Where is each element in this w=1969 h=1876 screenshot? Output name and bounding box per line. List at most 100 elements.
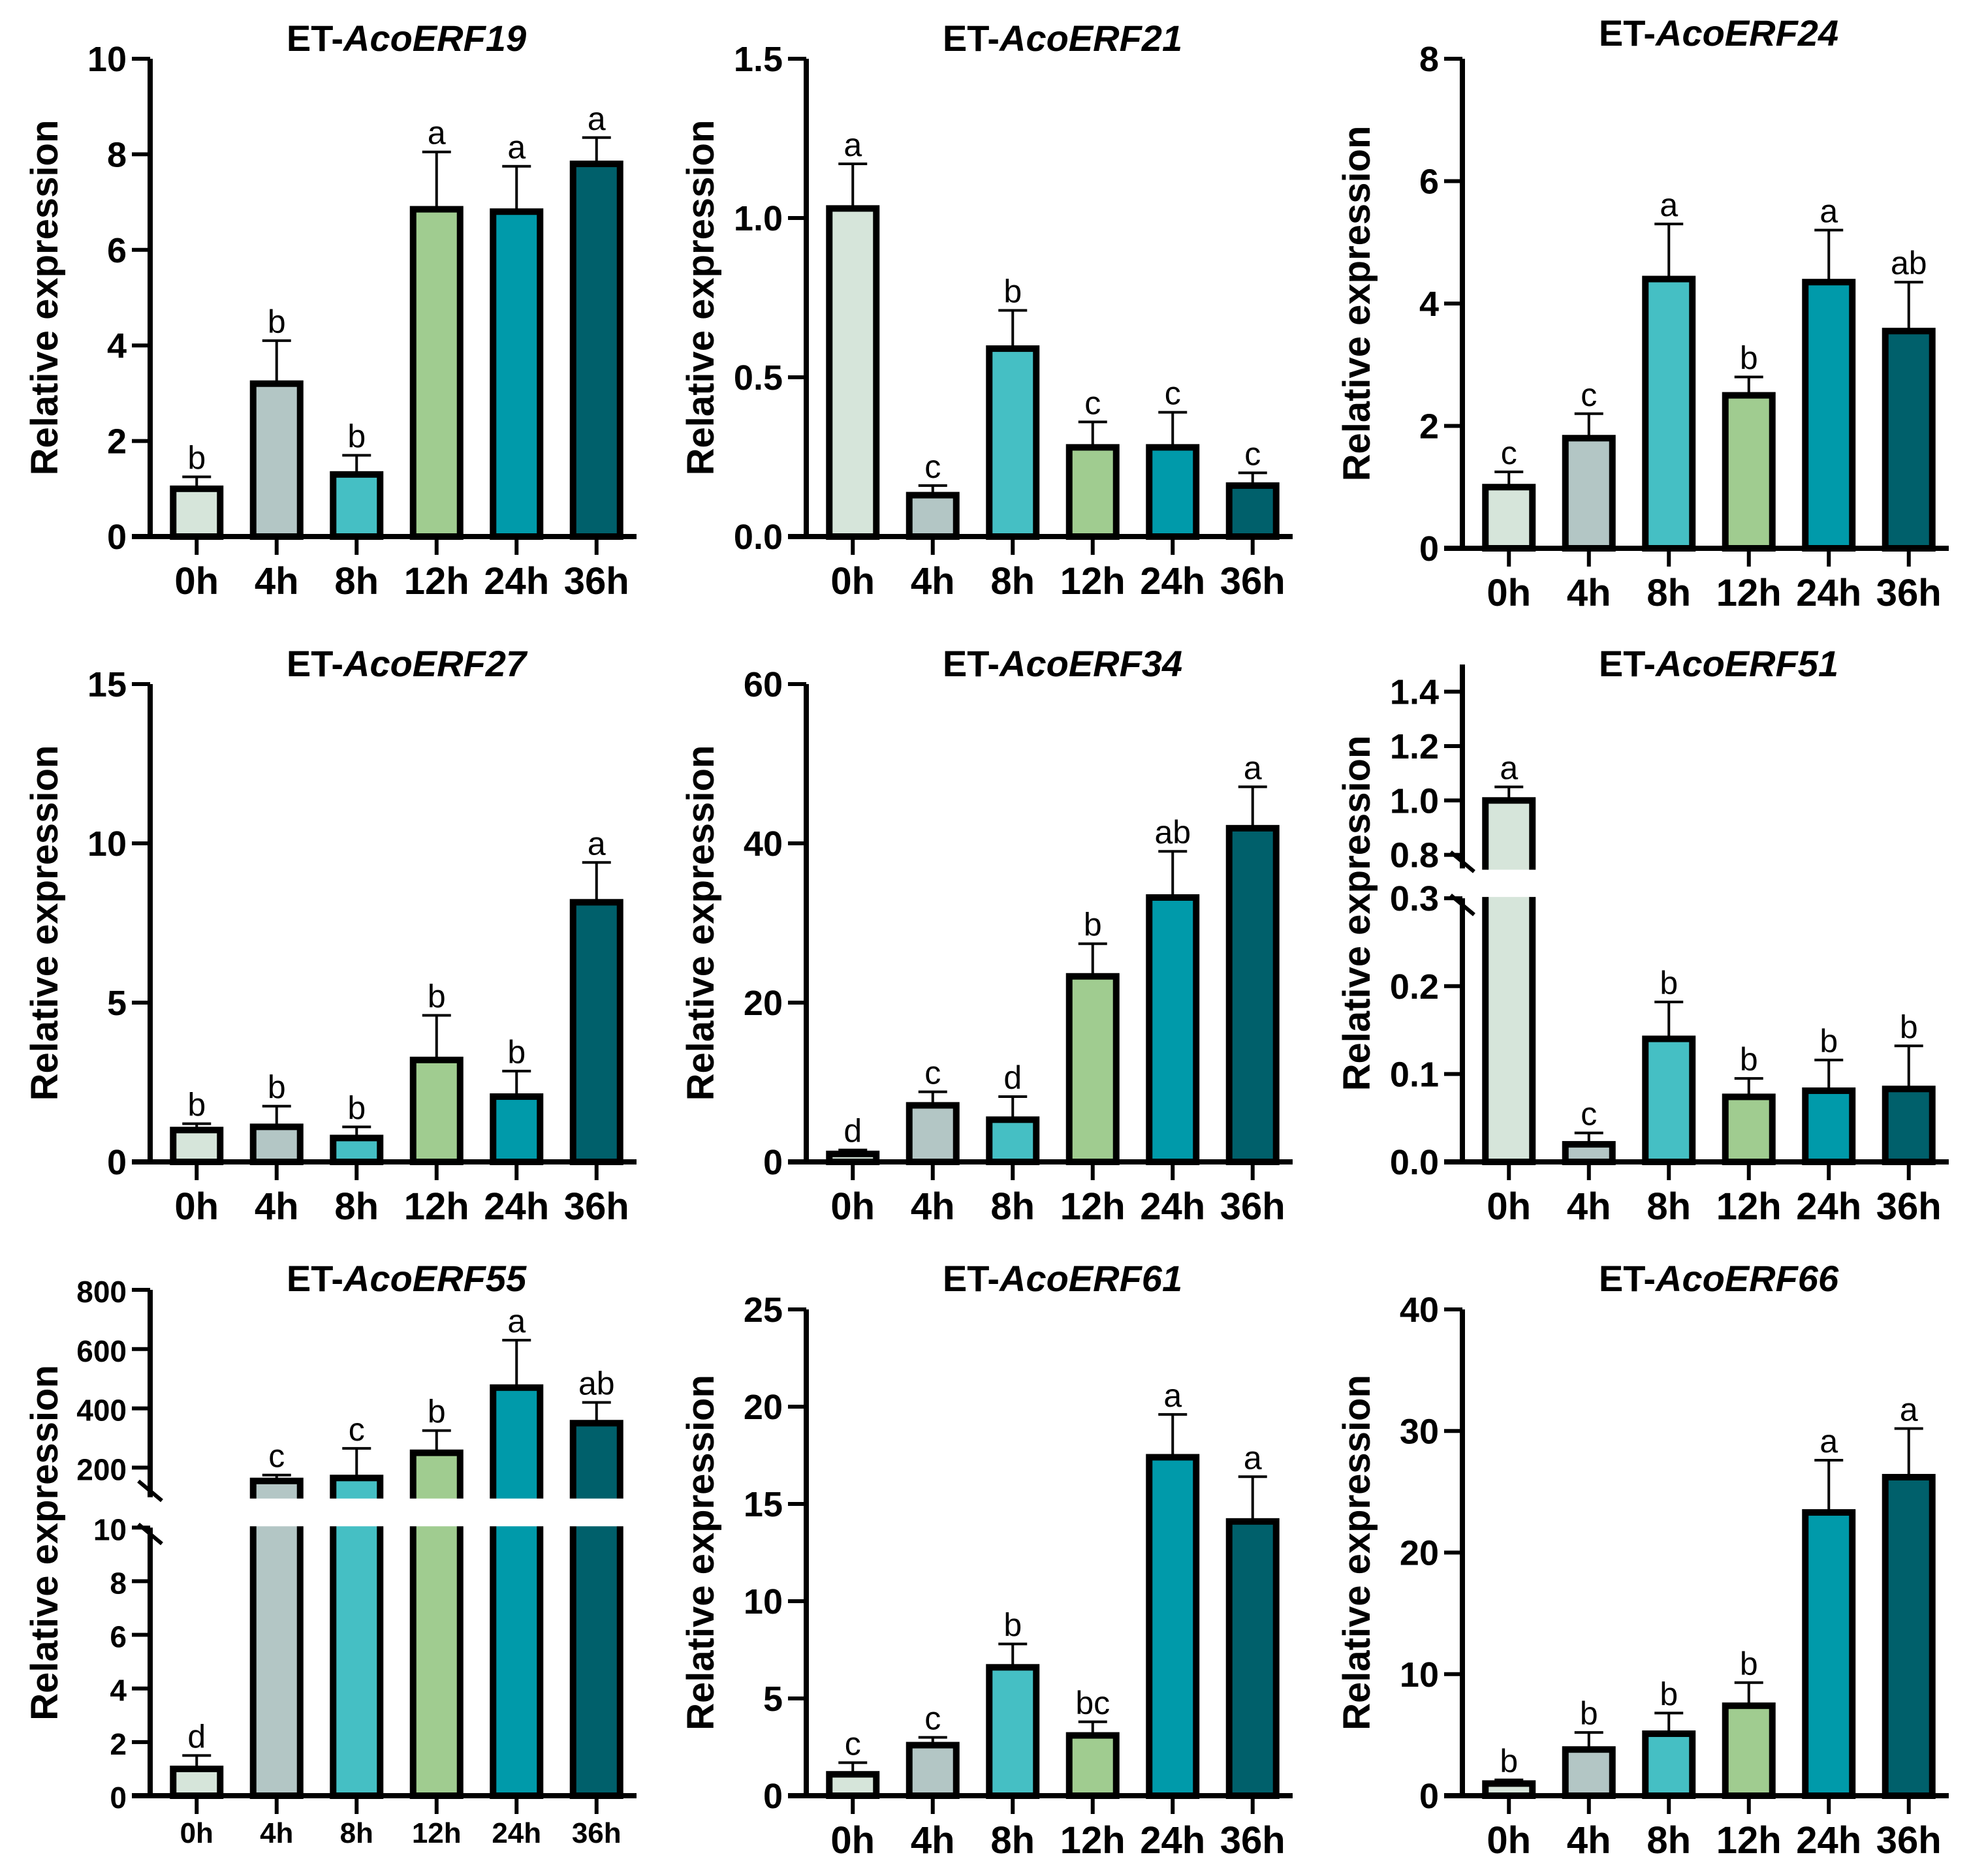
x-tick-label: 24h (1796, 1819, 1861, 1862)
x-tick-label: 4h (260, 1817, 293, 1849)
bar-8h (330, 1475, 384, 1799)
y-tick-label: 200 (76, 1452, 127, 1486)
significance-letter: b (1580, 1695, 1598, 1732)
y-tick-label: 20 (1400, 1534, 1439, 1573)
significance-letter: a (1819, 1423, 1838, 1460)
y-tick-label: 0 (1419, 529, 1439, 569)
bar-24h (1802, 279, 1856, 552)
bar-0h (826, 1150, 880, 1165)
significance-letter: a (507, 1303, 526, 1339)
x-tick-label: 36h (1876, 1185, 1942, 1228)
axis-break-mark (1449, 893, 1475, 916)
y-tick-label: 0.1 (1390, 1055, 1439, 1094)
x-tick-label: 8h (1646, 1185, 1691, 1228)
significance-letter: b (1819, 1023, 1838, 1059)
bar-36h (569, 1420, 623, 1799)
significance-letter: c (1581, 1096, 1597, 1133)
bar-36h (1225, 824, 1280, 1165)
significance-letter: b (1003, 1607, 1022, 1644)
significance-letter: c (845, 1725, 861, 1762)
chart-panel-AcoERF61: ET-AcoERF61 Relative expression 0 5 10 15 20 25… (680, 1258, 1293, 1862)
x-tick-label: 8h (990, 1819, 1035, 1862)
x-tick-label: 36h (1220, 560, 1285, 602)
x-tick-label: 12h (412, 1817, 462, 1849)
x-tick-label: 8h (1646, 572, 1691, 614)
x-tick-label: 0h (1487, 572, 1531, 614)
x-tick-label: 8h (990, 1185, 1035, 1228)
y-tick-label: 0 (107, 1143, 127, 1182)
y-tick-label: 25 (744, 1290, 783, 1330)
bar-8h (1642, 1730, 1696, 1800)
y-tick-label: 8 (107, 135, 127, 174)
bar-12h (1722, 1702, 1776, 1799)
bar-36h (1882, 1086, 1936, 1165)
bar-12h (1065, 973, 1120, 1165)
bar-8h (330, 471, 384, 540)
x-tick-label: 4h (911, 1185, 955, 1228)
bar-0h (1482, 1780, 1536, 1799)
significance-letter: bc (1075, 1685, 1110, 1721)
x-tick-label: 36h (1220, 1185, 1285, 1228)
y-tick-label: 1.5 (734, 40, 783, 79)
significance-letter: d (843, 1113, 862, 1149)
significance-letter: c (1084, 384, 1101, 421)
chart-title: ET-AcoERF61 (943, 1258, 1182, 1299)
axis-break-gap (407, 1498, 465, 1527)
significance-letter: b (1740, 1041, 1758, 1078)
bar-36h (1225, 1518, 1280, 1799)
x-tick-label: 4h (255, 1185, 299, 1228)
significance-letter: a (1819, 193, 1838, 230)
bar-4h (1562, 1141, 1616, 1165)
significance-letter: ab (578, 1365, 615, 1401)
y-tick-label: 1.4 (1390, 673, 1439, 712)
chart-title: ET-AcoERF66 (1599, 1258, 1839, 1299)
significance-letter: b (1740, 340, 1758, 377)
y-tick-label: 0 (1419, 1777, 1439, 1816)
bar-4h (1562, 1746, 1616, 1799)
significance-letter: c (924, 1700, 941, 1737)
significance-letter: b (347, 1089, 366, 1126)
significance-letter: b (1740, 1646, 1758, 1682)
significance-letter: b (507, 1034, 526, 1071)
bar-24h (490, 208, 544, 540)
y-tick-label: 0.0 (734, 518, 783, 557)
y-tick-label: 0.8 (1390, 836, 1439, 875)
significance-letter: ab (1891, 245, 1927, 281)
y-tick-label: 2 (107, 422, 127, 461)
significance-letter: b (347, 418, 366, 455)
y-tick-label: 6 (1419, 163, 1439, 202)
chart-panel-AcoERF55: ET-AcoERF55 Relative expression 0 2 4 6 8 10 200… (24, 1258, 637, 1849)
y-tick-label: 20 (744, 984, 783, 1023)
significance-letter: a (1500, 749, 1518, 786)
significance-letter: c (1501, 435, 1517, 471)
x-tick-label: 8h (334, 560, 379, 602)
y-tick-label: 10 (87, 40, 127, 79)
x-tick-label: 4h (1567, 1185, 1611, 1228)
x-tick-label: 0h (180, 1817, 213, 1849)
significance-letter: b (268, 1069, 286, 1106)
bar-0h (170, 485, 224, 540)
significance-letter: a (1244, 1439, 1262, 1476)
significance-letter: a (507, 129, 526, 166)
bar-4h (249, 1123, 304, 1166)
axis-break-gap (328, 1498, 386, 1527)
significance-letter: a (843, 127, 862, 163)
y-tick-label: 0.3 (1390, 879, 1439, 918)
bar-0h (1482, 797, 1536, 1165)
y-axis-label: Relative expression (24, 1365, 66, 1721)
x-tick-label: 24h (484, 560, 549, 602)
x-tick-label: 0h (1487, 1185, 1531, 1228)
significance-letter: c (1165, 375, 1181, 412)
y-tick-label: 0 (763, 1143, 783, 1182)
y-tick-label: 0.2 (1390, 967, 1439, 1007)
bar-12h (1722, 1093, 1776, 1166)
axis-break-gap (567, 1498, 625, 1527)
significance-letter: d (187, 1718, 206, 1755)
chart-panel-AcoERF21: ET-AcoERF21 Relative expression 0.0 0.5 1.0 1… (680, 18, 1293, 602)
y-tick-label: 0.5 (734, 358, 783, 398)
x-tick-label: 8h (1646, 1819, 1691, 1862)
axis-break-gap (1480, 869, 1538, 898)
x-tick-label: 4h (255, 560, 299, 602)
y-tick-label: 2 (110, 1727, 127, 1761)
